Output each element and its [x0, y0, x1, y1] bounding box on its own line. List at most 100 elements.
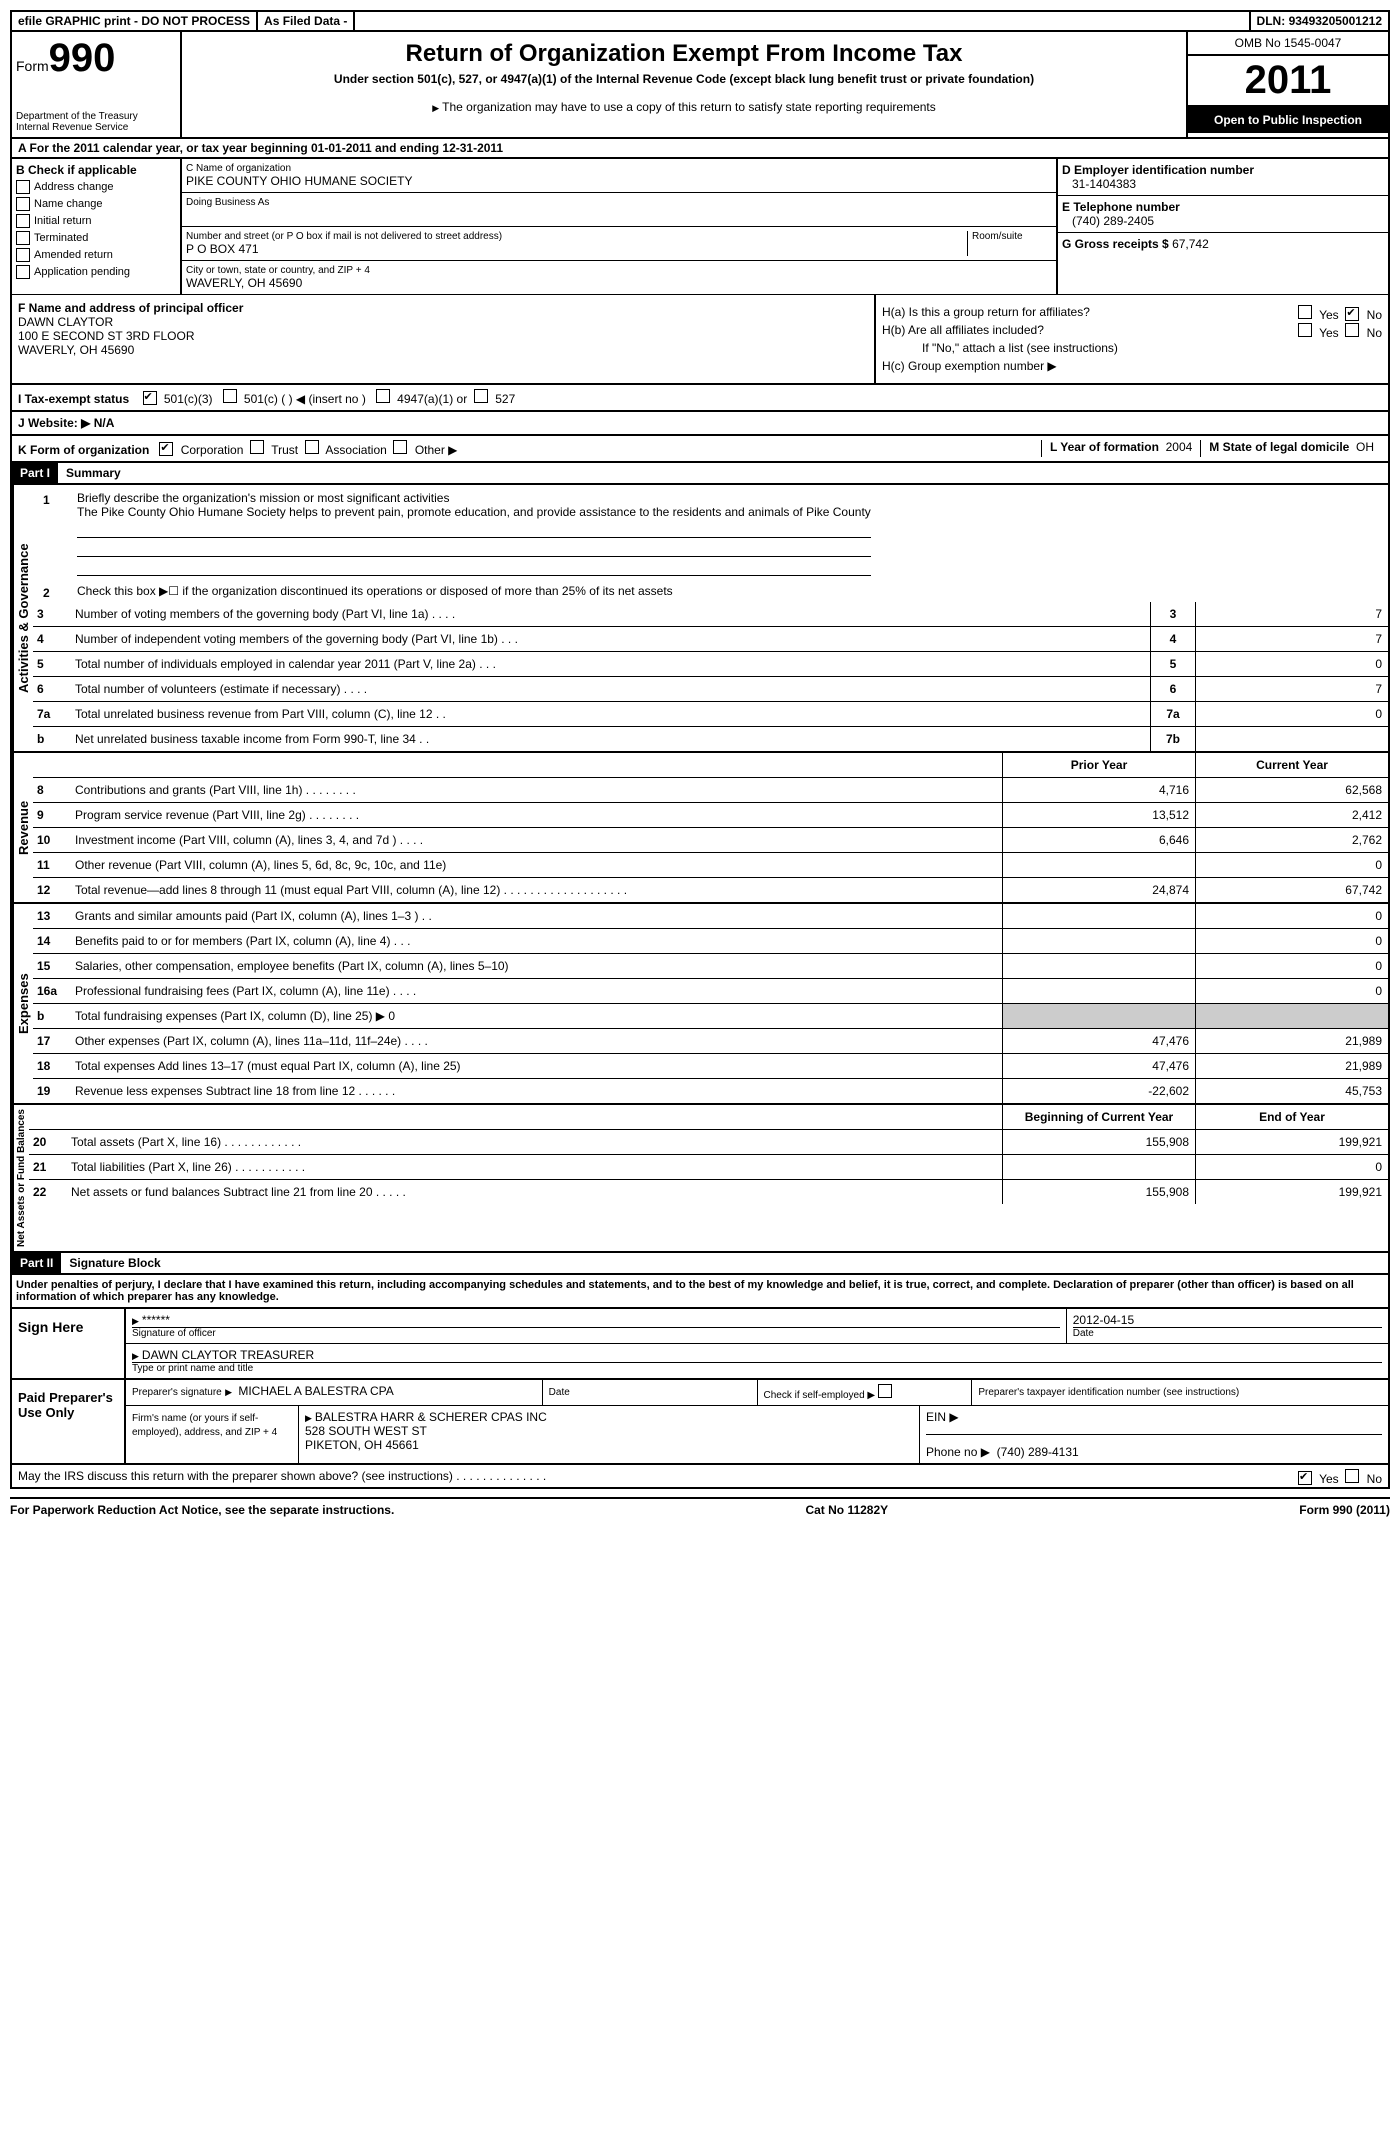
org-name-label: C Name of organization	[186, 163, 1052, 174]
exp-line-17: 17Other expenses (Part IX, column (A), l…	[33, 1029, 1388, 1054]
end-year-header: End of Year	[1195, 1105, 1388, 1129]
gov-line-4: 4Number of independent voting members of…	[33, 627, 1388, 652]
tax-exempt-status: I Tax-exempt status 501(c)(3) 501(c) ( )…	[10, 385, 1390, 412]
dept-irs: Internal Revenue Service	[16, 122, 176, 133]
ein-label: D Employer identification number	[1062, 163, 1384, 177]
gov-line-6: 6Total number of volunteers (estimate if…	[33, 677, 1388, 702]
exp-line-b: bTotal fundraising expenses (Part IX, co…	[33, 1004, 1388, 1029]
ha-group-return: H(a) Is this a group return for affiliat…	[882, 305, 1382, 319]
form-title: Return of Organization Exempt From Incom…	[186, 40, 1182, 68]
officer-addr1: 100 E SECOND ST 3RD FLOOR	[18, 329, 868, 343]
officer-name: DAWN CLAYTOR	[18, 315, 868, 329]
firm-name: BALESTRA HARR & SCHERER CPAS INC	[315, 1410, 547, 1424]
gov-line-7a: 7aTotal unrelated business revenue from …	[33, 702, 1388, 727]
net-line-21: 21Total liabilities (Part X, line 26) . …	[29, 1155, 1388, 1180]
prior-year-header: Prior Year	[1002, 753, 1195, 777]
firm-address: 528 SOUTH WEST ST	[305, 1424, 427, 1438]
net-line-22: 22Net assets or fund balances Subtract l…	[29, 1180, 1388, 1204]
form-number: Form990	[16, 36, 176, 81]
governance-section: Activities & Governance 1 Briefly descri…	[10, 485, 1390, 753]
expenses-label: Expenses	[12, 904, 33, 1103]
cb-name-change[interactable]: Name change	[16, 197, 176, 211]
cb-pending[interactable]: Application pending	[16, 265, 176, 279]
form-of-org-row: K Form of organization Corporation Trust…	[10, 436, 1390, 463]
rev-line-11: 11Other revenue (Part VIII, column (A), …	[33, 853, 1388, 878]
preparer-name: MICHAEL A BALESTRA CPA	[238, 1384, 393, 1398]
dept-treasury: Department of the Treasury	[16, 111, 176, 122]
top-bar: efile GRAPHIC print - DO NOT PROCESS As …	[10, 10, 1390, 32]
city-state-zip: WAVERLY, OH 45690	[186, 276, 1052, 290]
governance-label: Activities & Governance	[12, 485, 33, 751]
form-subtitle: Under section 501(c), 527, or 4947(a)(1)…	[186, 72, 1182, 86]
mission-label: Briefly describe the organization's miss…	[77, 491, 871, 505]
rev-line-8: 8Contributions and grants (Part VIII, li…	[33, 778, 1388, 803]
gov-line-5: 5Total number of individuals employed in…	[33, 652, 1388, 677]
cb-terminated[interactable]: Terminated	[16, 231, 176, 245]
officer-group-block: F Name and address of principal officer …	[10, 294, 1390, 385]
ptin-label: Preparer's taxpayer identification numbe…	[978, 1387, 1239, 1398]
page-footer: For Paperwork Reduction Act Notice, see …	[10, 1497, 1390, 1517]
exp-line-18: 18Total expenses Add lines 13–17 (must e…	[33, 1054, 1388, 1079]
gross-value: 67,742	[1172, 237, 1209, 251]
net-assets-section: Net Assets or Fund Balances Beginning of…	[10, 1105, 1390, 1253]
spacer	[355, 12, 1250, 30]
part-2-header: Part II Signature Block	[10, 1253, 1390, 1275]
exp-line-14: 14Benefits paid to or for members (Part …	[33, 929, 1388, 954]
website-row: J Website: ▶ N/A	[10, 412, 1390, 436]
revenue-section: Revenue Prior Year Current Year 8Contrib…	[10, 753, 1390, 904]
street-address: P O BOX 471	[186, 242, 967, 256]
cb-address-change[interactable]: Address change	[16, 180, 176, 194]
omb-number: OMB No 1545-0047	[1188, 32, 1388, 56]
phone-value: (740) 289-2405	[1062, 214, 1384, 228]
dln: DLN: 93493205001212	[1251, 12, 1388, 30]
cb-amended[interactable]: Amended return	[16, 248, 176, 262]
phone-label: E Telephone number	[1062, 200, 1384, 214]
section-a-period: A For the 2011 calendar year, or tax yea…	[10, 139, 1390, 159]
tax-year: 2011	[1188, 56, 1388, 107]
open-to-public: Open to Public Inspection	[1188, 107, 1388, 133]
hb-affiliates: H(b) Are all affiliates included? Yes No	[882, 323, 1382, 337]
as-filed: As Filed Data -	[258, 12, 355, 30]
street-label: Number and street (or P O box if mail is…	[186, 231, 967, 242]
beginning-year-header: Beginning of Current Year	[1002, 1105, 1195, 1129]
revenue-label: Revenue	[12, 753, 33, 902]
part-1-header: Part I Summary	[10, 463, 1390, 485]
form-note: The organization may have to use a copy …	[186, 100, 1182, 114]
exp-line-19: 19Revenue less expenses Subtract line 18…	[33, 1079, 1388, 1103]
cb-initial-return[interactable]: Initial return	[16, 214, 176, 228]
form-header: Form990 Department of the Treasury Inter…	[10, 32, 1390, 139]
officer-label: F Name and address of principal officer	[18, 301, 868, 315]
net-line-20: 20Total assets (Part X, line 16) . . . .…	[29, 1130, 1388, 1155]
sign-date: 2012-04-15	[1073, 1313, 1382, 1327]
firm-city: PIKETON, OH 45661	[305, 1438, 419, 1452]
exp-line-16a: 16aProfessional fundraising fees (Part I…	[33, 979, 1388, 1004]
ein-value: 31-1404383	[1062, 177, 1384, 191]
self-employed-check: Check if self-employed ▶	[764, 1390, 876, 1401]
current-year-header: Current Year	[1195, 753, 1388, 777]
org-name: PIKE COUNTY OHIO HUMANE SOCIETY	[186, 174, 1052, 188]
room-label: Room/suite	[972, 231, 1052, 242]
expenses-section: Expenses 13Grants and similar amounts pa…	[10, 904, 1390, 1105]
rev-line-12: 12Total revenue—add lines 8 through 11 (…	[33, 878, 1388, 902]
rev-line-10: 10Investment income (Part VIII, column (…	[33, 828, 1388, 853]
exp-line-15: 15Salaries, other compensation, employee…	[33, 954, 1388, 979]
gov-line-3: 3Number of voting members of the governi…	[33, 602, 1388, 627]
city-label: City or town, state or country, and ZIP …	[186, 265, 1052, 276]
gross-label: G Gross receipts $	[1062, 237, 1169, 251]
org-info-block: B Check if applicable Address change Nam…	[10, 159, 1390, 294]
hb-note: If "No," attach a list (see instructions…	[882, 341, 1382, 355]
exp-line-13: 13Grants and similar amounts paid (Part …	[33, 904, 1388, 929]
sign-here-block: Sign Here ****** Signature of officer 20…	[10, 1309, 1390, 1380]
rev-line-9: 9Program service revenue (Part VIII, lin…	[33, 803, 1388, 828]
section-b-label: B Check if applicable	[16, 163, 176, 177]
officer-signature: ******	[142, 1313, 170, 1327]
officer-addr2: WAVERLY, OH 45690	[18, 343, 868, 357]
dba-label: Doing Business As	[186, 197, 1052, 208]
net-assets-label: Net Assets or Fund Balances	[12, 1105, 29, 1251]
preparer-phone: (740) 289-4131	[997, 1445, 1079, 1459]
gov-line-7b: bNet unrelated business taxable income f…	[33, 727, 1388, 751]
mission-text: The Pike County Ohio Humane Society help…	[77, 505, 871, 519]
perjury-statement: Under penalties of perjury, I declare th…	[10, 1275, 1390, 1309]
efile-notice: efile GRAPHIC print - DO NOT PROCESS	[12, 12, 258, 30]
paid-preparer-block: Paid Preparer's Use Only Preparer's sign…	[10, 1380, 1390, 1465]
